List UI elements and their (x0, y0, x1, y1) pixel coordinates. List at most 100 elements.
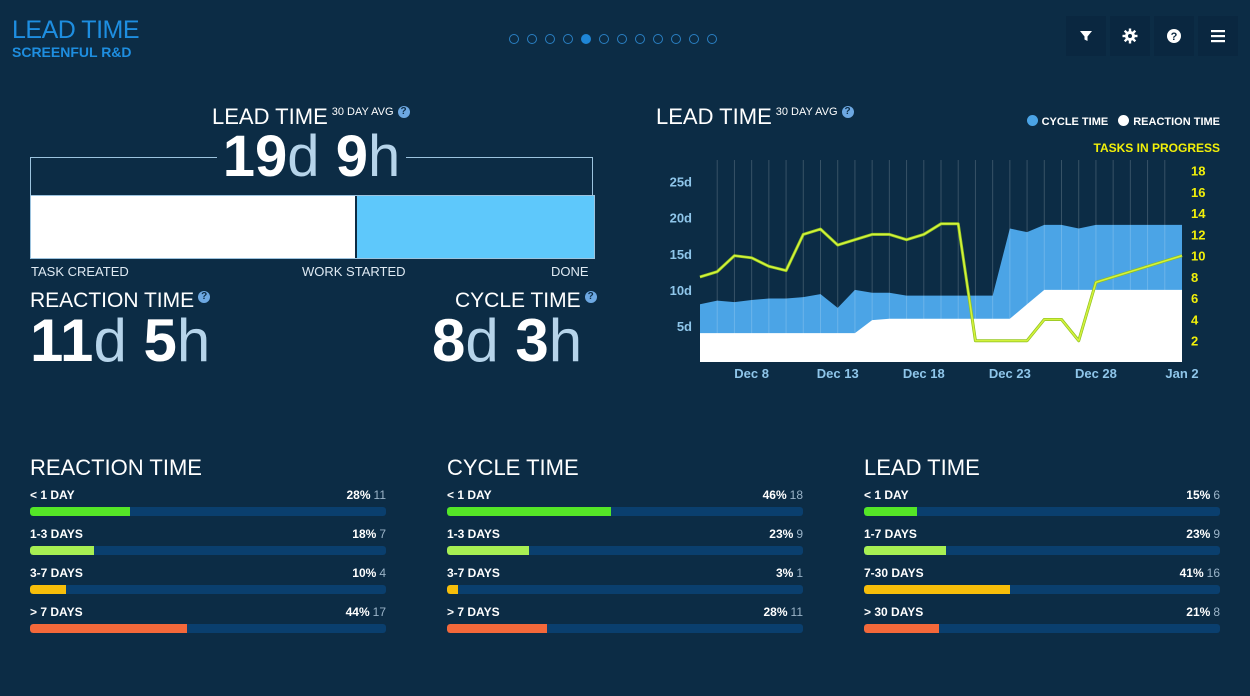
row-percent: 41% (1179, 566, 1204, 580)
row-value: 21% 8 (1186, 605, 1220, 619)
row-track (864, 624, 1220, 633)
distribution-list: < 1 DAY 46% 18 1-3 DAYS 23% 9 3-7 DAYS 3% 1 > 7 D… (447, 488, 803, 644)
lead-time-value: 19d 9h (0, 124, 623, 190)
pager-dot[interactable] (509, 34, 519, 44)
reaction-stage-bar (31, 196, 355, 258)
settings-button[interactable] (1110, 16, 1150, 56)
cycle-days: 8 (432, 307, 466, 374)
menu-button[interactable] (1198, 16, 1238, 56)
pager-dot[interactable] (563, 34, 573, 44)
legend-tasks-in-progress[interactable]: TASKS IN PROGRESS (1093, 141, 1220, 155)
lead-time-trend-chart: Dec 8 Dec 13 Dec 18 Dec 23 Dec 28 Jan 2 5d 10d 1… (670, 160, 1206, 381)
cycle-time-label: CYCLE TIME (455, 289, 581, 312)
distribution-list: < 1 DAY 28% 11 1-3 DAYS 18% 7 3-7 DAYS 10% 4 > 7 … (30, 488, 386, 644)
toolbar: ? (1066, 16, 1238, 56)
row-count: 17 (372, 605, 386, 619)
row-value: 41% 16 (1180, 566, 1220, 580)
pager-dot[interactable] (617, 34, 627, 44)
reaction-days-unit: d (93, 307, 127, 374)
filter-icon (1080, 31, 1092, 41)
row-label: > 7 DAYS (30, 605, 83, 619)
help-icon[interactable]: ? (584, 291, 597, 303)
row-value: 18% 7 (352, 527, 386, 541)
x-tick-label: Dec 23 (989, 366, 1031, 381)
help-icon[interactable]: ? (397, 106, 410, 118)
distribution-row[interactable]: < 1 DAY 46% 18 (447, 488, 803, 527)
legend-reaction[interactable]: REACTION TIME (1118, 115, 1220, 128)
cycle-time-value: 8d 3h (432, 306, 582, 376)
row-count: 11 (790, 605, 803, 619)
row-label: 1-7 DAYS (864, 527, 917, 541)
distribution-title: LEAD TIME (864, 455, 980, 480)
row-label: 7-30 DAYS (864, 566, 924, 580)
row-count: 9 (1213, 527, 1220, 541)
avg-label: 30 DAY AVG (775, 106, 838, 118)
filter-button[interactable] (1066, 16, 1106, 56)
distribution-list: < 1 DAY 15% 6 1-7 DAYS 23% 9 7-30 DAYS 41% 16 > 3… (864, 488, 1220, 644)
y-right-tick-label: 6 (1191, 291, 1198, 306)
row-percent: 10% (352, 566, 377, 580)
x-tick-label: Dec 8 (734, 366, 769, 381)
distribution-row[interactable]: < 1 DAY 28% 11 (30, 488, 386, 527)
row-label: < 1 DAY (30, 488, 75, 502)
x-tick-label: Jan 2 (1165, 366, 1198, 381)
pager-dot[interactable] (653, 34, 663, 44)
x-tick-label: Dec 28 (1075, 366, 1117, 381)
y-left-tick-label: 5d (677, 319, 692, 334)
trend-title-label: LEAD TIME (656, 104, 772, 129)
distribution-row[interactable]: < 1 DAY 15% 6 (864, 488, 1220, 527)
pager-dot[interactable] (707, 34, 717, 44)
reaction-days: 11 (30, 307, 94, 374)
distribution-row[interactable]: 1-3 DAYS 18% 7 (30, 527, 386, 566)
row-label: 3-7 DAYS (30, 566, 83, 580)
row-count: 9 (796, 527, 803, 541)
distribution-row[interactable]: 1-3 DAYS 23% 9 (447, 527, 803, 566)
distribution-row[interactable]: > 7 DAYS 44% 17 (30, 605, 386, 644)
help-icon[interactable]: ? (841, 106, 854, 118)
cycle-hours-unit: h (548, 307, 583, 374)
row-track (30, 624, 386, 633)
distribution-row[interactable]: 3-7 DAYS 10% 4 (30, 566, 386, 605)
distribution-row[interactable]: 3-7 DAYS 3% 1 (447, 566, 803, 605)
lead-hours: 9 (335, 124, 368, 189)
app-title: LEAD TIME (12, 16, 140, 44)
pager-dot[interactable] (599, 34, 609, 44)
y-left-tick-label: 25d (670, 175, 692, 190)
row-label: 1-3 DAYS (30, 527, 83, 541)
pager-dot[interactable] (635, 34, 645, 44)
pager-dot[interactable] (689, 34, 699, 44)
pager-dot[interactable] (671, 34, 681, 44)
row-track (864, 546, 1220, 555)
pager-dot[interactable] (545, 34, 555, 44)
row-label: 3-7 DAYS (447, 566, 500, 580)
row-percent: 23% (1186, 527, 1211, 541)
distribution-row[interactable]: 1-7 DAYS 23% 9 (864, 527, 1220, 566)
pager-dot[interactable] (527, 34, 537, 44)
pager-dot[interactable] (581, 34, 591, 44)
row-percent: 18% (352, 527, 377, 541)
lead-days: 19 (222, 124, 288, 189)
help-button[interactable]: ? (1154, 16, 1194, 56)
row-fill (30, 546, 95, 555)
y-right-tick-label: 8 (1191, 270, 1198, 285)
y-right-tick-label: 4 (1191, 312, 1199, 327)
help-icon[interactable]: ? (198, 291, 211, 303)
help-icon: ? (1167, 29, 1181, 43)
row-value: 15% 6 (1186, 488, 1220, 502)
row-count: 6 (1213, 488, 1220, 502)
row-percent: 21% (1186, 605, 1211, 619)
row-fill (864, 624, 939, 633)
distribution-row[interactable]: > 30 DAYS 21% 8 (864, 605, 1220, 644)
lead-hours-unit: h (367, 124, 401, 189)
row-fill (864, 546, 946, 555)
distribution-row[interactable]: > 7 DAYS 28% 11 (447, 605, 803, 644)
y-right-tick-label: 16 (1191, 185, 1205, 200)
distribution-title: REACTION TIME (30, 455, 202, 480)
reaction-hours: 5 (143, 307, 177, 374)
distribution-row[interactable]: 7-30 DAYS 41% 16 (864, 566, 1220, 605)
legend-cycle[interactable]: CYCLE TIME (1026, 115, 1108, 128)
row-track (447, 546, 803, 555)
row-track (30, 546, 386, 555)
dashboard-pager (509, 34, 717, 44)
row-fill (864, 585, 1010, 594)
